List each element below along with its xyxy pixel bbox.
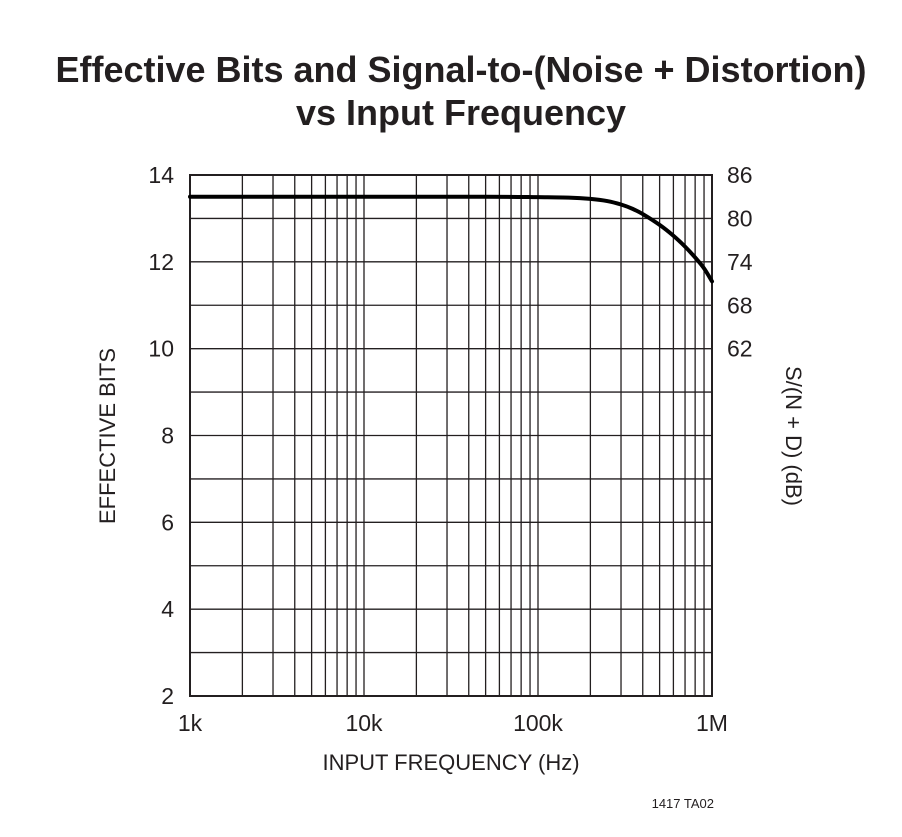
y2-tick-label: 74 (727, 249, 753, 275)
y2-tick-label: 80 (727, 205, 753, 231)
y-tick-label: 8 (161, 423, 174, 449)
y-tick-label: 12 (148, 249, 174, 275)
y-tick-label: 4 (161, 596, 174, 622)
x-tick-label: 1k (178, 710, 203, 736)
plot-grid (189, 174, 713, 697)
y2-tick-label: 62 (727, 336, 753, 362)
y-axis-label: EFFECTIVE BITS (95, 348, 120, 524)
chart-title-line-1: Effective Bits and Signal-to-(Noise + Di… (55, 49, 866, 90)
plot-frame (189, 174, 713, 697)
figure-footnote: 1417 TA02 (652, 796, 714, 811)
x-tick-label: 10k (345, 710, 383, 736)
y-tick-label: 2 (161, 683, 174, 709)
x-tick-label: 1M (696, 710, 728, 736)
x-axis-label: INPUT FREQUENCY (Hz) (322, 750, 579, 775)
series-line-effective-bits (188, 194, 714, 284)
y-tick-label: 10 (148, 336, 174, 362)
y-tick-label: 6 (161, 509, 174, 535)
x-tick-label: 100k (513, 710, 563, 736)
series-layer (188, 194, 714, 284)
y2-tick-label: 68 (727, 292, 753, 318)
chart-title-line-2: vs Input Frequency (296, 92, 626, 133)
y2-axis-label: S/(N + D) (dB) (781, 366, 806, 506)
y-tick-label: 14 (148, 162, 174, 188)
y2-tick-label: 86 (727, 162, 753, 188)
